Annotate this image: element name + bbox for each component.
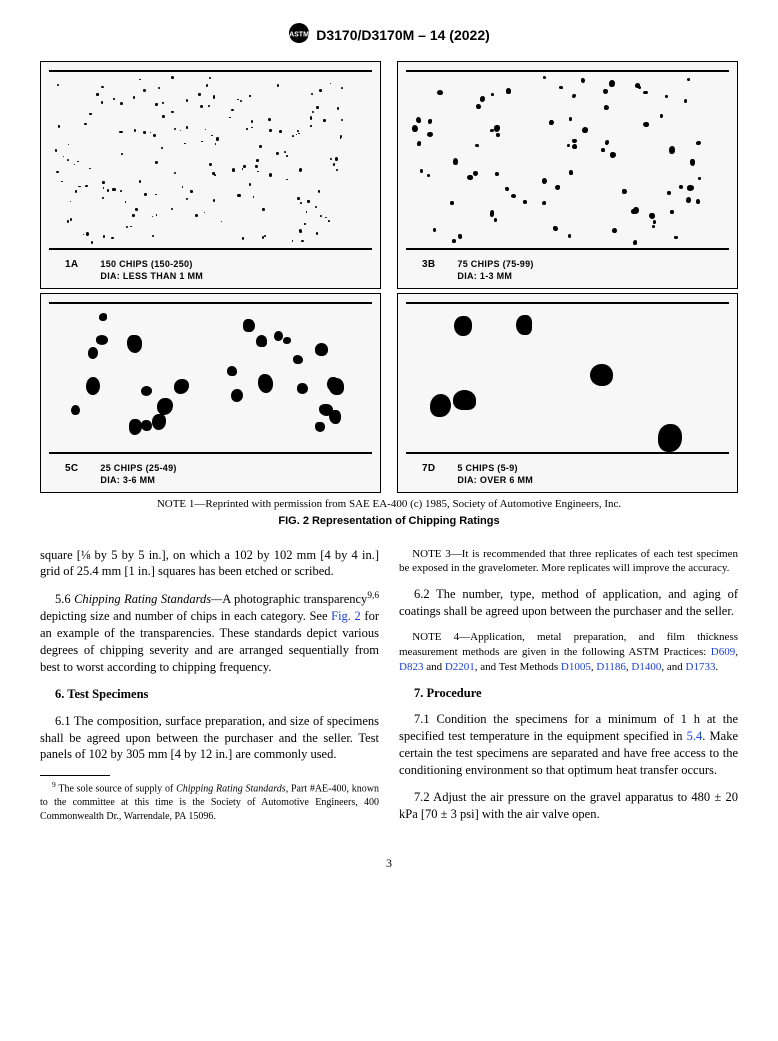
panel-caption: 5C 25 CHIPS (25-49)DIA: 3-6 MM xyxy=(65,463,177,486)
panel-caption-text: 5 CHIPS (5-9)DIA: OVER 6 MM xyxy=(457,463,533,486)
figure-note-label: NOTE 1— xyxy=(157,498,206,510)
panel-caption: 1A 150 CHIPS (150-250)DIA: LESS THAN 1 MM xyxy=(65,259,203,282)
page-number: 3 xyxy=(40,855,738,871)
figure-note: NOTE 1—Reprinted with permission from SA… xyxy=(40,497,738,512)
note-4: NOTE 4—Application, metal preparation, a… xyxy=(399,630,738,675)
text: A photographic transparency xyxy=(222,592,367,606)
page-header: ASTM D3170/D3170M – 14 (2022) xyxy=(40,22,738,49)
superscript: 9,6 xyxy=(367,591,379,601)
paragraph-5-6: 5.6 Chipping Rating Standards—A photogra… xyxy=(40,590,379,676)
figure-title: FIG. 2 Representation of Chipping Rating… xyxy=(40,514,738,529)
figure-panel-grid: 1A 150 CHIPS (150-250)DIA: LESS THAN 1 MM… xyxy=(40,61,738,493)
link-d1733[interactable]: D1733 xyxy=(686,661,716,673)
panel-caption-text: 75 CHIPS (75-99)DIA: 1-3 MM xyxy=(457,259,533,282)
text-ital: Chipping Rating Standards xyxy=(176,784,286,795)
panel-caption: 7D 5 CHIPS (5-9)DIA: OVER 6 MM xyxy=(422,463,533,486)
chip-area xyxy=(49,70,372,250)
link-d1005[interactable]: D1005 xyxy=(561,661,591,673)
panel-caption-text: 150 CHIPS (150-250)DIA: LESS THAN 1 MM xyxy=(100,259,203,282)
note-label: NOTE 4— xyxy=(412,631,470,643)
panel-caption: 3B 75 CHIPS (75-99)DIA: 1-3 MM xyxy=(422,259,534,282)
paragraph-lead: square [⅛ by 5 by 5 in.], on which a 102… xyxy=(40,547,379,581)
chip-panel-3b: 3B 75 CHIPS (75-99)DIA: 1-3 MM xyxy=(397,61,738,289)
chip-panel-1a: 1A 150 CHIPS (150-250)DIA: LESS THAN 1 MM xyxy=(40,61,381,289)
footnote-rule xyxy=(40,775,110,776)
note-label: NOTE 3— xyxy=(412,548,462,560)
panel-caption-text: 25 CHIPS (25-49)DIA: 3-6 MM xyxy=(100,463,176,486)
fig-2-link[interactable]: Fig. 2 xyxy=(331,609,361,623)
link-d2201[interactable]: D2201 xyxy=(445,661,475,673)
footnote-9: 9 The sole source of supply of Chipping … xyxy=(40,780,379,823)
panel-id: 5C xyxy=(65,463,78,476)
link-5-4[interactable]: 5.4 xyxy=(687,729,703,743)
link-d823[interactable]: D823 xyxy=(399,661,423,673)
header-designation: D3170/D3170M – 14 (2022) xyxy=(316,26,490,45)
note-3: NOTE 3—It is recommended that three repl… xyxy=(399,547,738,577)
chip-area xyxy=(406,70,729,250)
chip-panel-7d: 7D 5 CHIPS (5-9)DIA: OVER 6 MM xyxy=(397,293,738,493)
link-d1186[interactable]: D1186 xyxy=(596,661,626,673)
panel-id: 1A xyxy=(65,259,78,272)
paragraph-6-2: 6.2 The number, type, method of applicat… xyxy=(399,586,738,620)
link-d1400[interactable]: D1400 xyxy=(631,661,661,673)
text: depicting size and number of chips in ea… xyxy=(40,609,331,623)
text: The sole source of supply of xyxy=(56,784,176,795)
body-columns: square [⅛ by 5 by 5 in.], on which a 102… xyxy=(40,547,738,833)
text: , and Test Methods xyxy=(475,661,561,673)
paragraph-6-1: 6.1 The composition, surface preparation… xyxy=(40,713,379,764)
footnote-block: 9 The sole source of supply of Chipping … xyxy=(40,775,379,823)
link-d609[interactable]: D609 xyxy=(711,646,735,658)
chip-panel-5c: 5C 25 CHIPS (25-49)DIA: 3-6 MM xyxy=(40,293,381,493)
panel-id: 7D xyxy=(422,463,435,476)
text: and xyxy=(423,661,444,673)
clause-head: Chipping Rating Standards— xyxy=(74,592,222,606)
svg-text:ASTM: ASTM xyxy=(289,32,309,39)
astm-logo-icon: ASTM xyxy=(288,22,310,49)
figure-note-text: Reprinted with permission from SAE EA-40… xyxy=(205,498,621,510)
clause-num: 5.6 xyxy=(55,592,74,606)
chip-area xyxy=(49,302,372,454)
section-7-head: 7. Procedure xyxy=(399,685,738,702)
paragraph-7-2: 7.2 Adjust the air pressure on the grave… xyxy=(399,789,738,823)
paragraph-7-1: 7.1 Condition the specimens for a minimu… xyxy=(399,711,738,779)
chip-area xyxy=(406,302,729,454)
section-6-head: 6. Test Specimens xyxy=(40,686,379,703)
panel-id: 3B xyxy=(422,259,435,272)
